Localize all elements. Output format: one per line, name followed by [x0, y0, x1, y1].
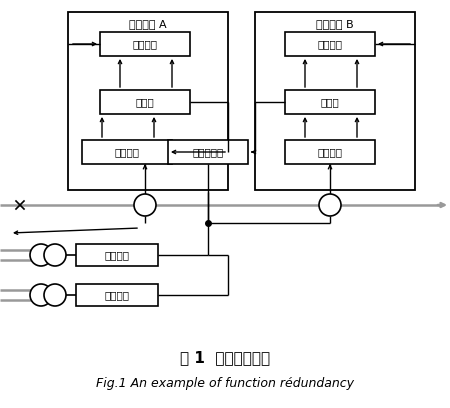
Text: 保护单元: 保护单元: [132, 39, 157, 49]
Circle shape: [30, 284, 52, 306]
Bar: [100, 90, 190, 114]
Circle shape: [30, 244, 52, 266]
Circle shape: [44, 244, 66, 266]
Text: 合并单元: 合并单元: [104, 250, 130, 260]
Bar: [100, 32, 190, 56]
Text: 保护单元: 保护单元: [318, 39, 342, 49]
Text: 保护系统 B: 保护系统 B: [316, 19, 354, 29]
Text: 智能操作箱: 智能操作箱: [193, 147, 224, 157]
Bar: [285, 90, 375, 114]
Circle shape: [134, 194, 156, 216]
Bar: [76, 244, 158, 266]
Text: 交换机: 交换机: [135, 97, 154, 107]
Text: 合并单元: 合并单元: [114, 147, 140, 157]
Text: Fig.1 An example of function rédundancy: Fig.1 An example of function rédundancy: [96, 377, 354, 390]
Circle shape: [319, 194, 341, 216]
Circle shape: [44, 284, 66, 306]
Bar: [76, 284, 158, 306]
Bar: [285, 140, 375, 164]
Bar: [285, 32, 375, 56]
Text: 合并单元: 合并单元: [104, 290, 130, 300]
Bar: [82, 140, 172, 164]
Text: 合并单元: 合并单元: [318, 147, 342, 157]
Bar: [168, 140, 248, 164]
Bar: [255, 12, 415, 190]
Text: 交换机: 交换机: [320, 97, 339, 107]
Text: 图 1  功能冗余示例: 图 1 功能冗余示例: [180, 350, 270, 366]
Text: 保护系统 A: 保护系统 A: [129, 19, 167, 29]
Bar: [68, 12, 228, 190]
